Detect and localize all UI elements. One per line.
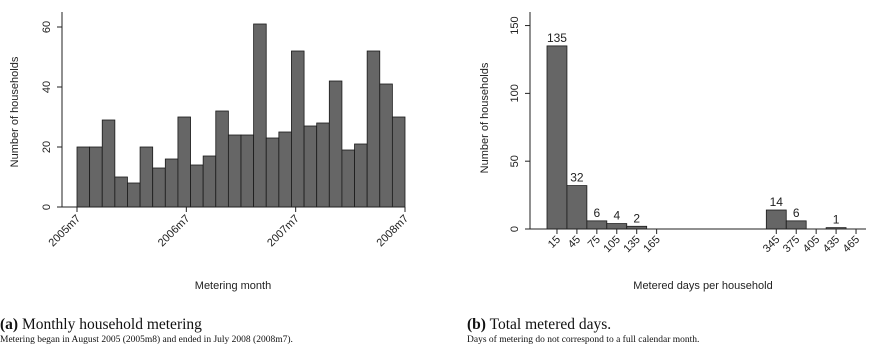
chart-b-data-label: 4 [613,209,620,223]
chart-a-caption-title: Monthly household metering [21,316,202,333]
chart-b-bar [546,45,568,230]
chart-a-bar [316,122,330,208]
chart-a-bar [101,119,116,208]
chart-b-x-tick-label: 405 [801,234,822,255]
chart-b-x-axis-label: Metered days per household [633,280,772,292]
chart-b-x-tick-label: 345 [761,234,782,255]
chart-b-data-label: 32 [570,171,584,185]
chart-b-bar [566,185,588,230]
chart-a-bar [202,155,217,208]
chart-b-y-tick-label: 100 [509,84,521,102]
chart-a-x-axis-label: Metering month [195,280,271,292]
chart-b-bar [586,220,608,230]
chart-a-bar [190,164,204,208]
chart-a-caption: (a) Monthly household metering Metering … [0,316,293,346]
chart-a-bar [303,125,318,208]
chart-a-caption-note: Metering began in August 2005 (2005m8) a… [0,335,293,345]
chart-a-y-tick-label: 0 [41,204,53,210]
chart-a-bar [278,131,292,208]
chart-a-bar [265,137,280,208]
chart-b-data-label: 135 [547,31,567,45]
chart-b-data-label: 6 [793,206,800,220]
chart-a-bar [391,116,406,208]
chart-a-bar [379,83,393,208]
chart-a-x-tick-label: 2006m7 [156,213,193,250]
chart-b-data-label: 2 [633,211,640,225]
chart-a-x-tick-label: 2007m7 [265,213,302,250]
chart-a-bar [328,80,343,208]
chart-a-y-tick-label: 60 [41,21,53,33]
chart-b-caption-label: (b) [467,316,486,333]
chart-a-bar [164,158,179,208]
chart-b-x-tick-label: 375 [781,234,802,255]
chart-b-x-tick-label: 105 [601,234,622,255]
chart-a-bar [114,176,128,208]
chart-a-bar [76,146,91,208]
chart-a-bar [139,146,154,208]
chart-a-bars [76,23,406,208]
chart-b-bar [765,209,787,230]
chart-a-x-tick-label: 2008m7 [375,213,412,250]
chart-a-bar [152,167,166,208]
chart-b-caption: (b) Total metered days. Days of metering… [467,316,699,346]
chart-b-y-tick-label: 0 [509,226,521,232]
chart-b-bar [785,220,807,230]
chart-b-x-tick-label: 75 [586,234,603,251]
chart-b-data-label: 6 [594,206,601,220]
chart-a-y-tick-label: 20 [41,141,53,153]
chart-a-bar [127,182,141,208]
chart-a-y-axis-label: Number of households [9,56,21,167]
chart-b-x-tick-label: 15 [546,234,563,251]
chart-a-bar [240,134,255,208]
chart-a-bar [215,110,229,208]
chart-b-caption-title: Total metered days. [489,316,612,333]
chart-a-bar [177,116,191,208]
chart-a-bar [354,143,368,208]
chart-b-data-label: 1 [833,213,840,227]
chart-a-y-tick-label: 40 [41,81,53,93]
chart-a-bar [366,50,381,208]
chart-a-bar [89,146,103,208]
chart-b-caption-note: Days of metering do not correspond to a … [467,335,700,345]
chart-a-bar [227,134,242,208]
chart-a-x-tick-label: 2005m7 [47,213,84,250]
chart-a-bar [291,50,305,208]
chart-b-x-tick-label: 465 [841,234,862,255]
chart-b-y-axis-label: Number of households [479,62,491,173]
chart-a-bar [253,23,267,208]
chart-b-x-tick-label: 435 [821,234,842,255]
chart-b-x-tick-label: 135 [621,234,642,255]
chart-b-data-label: 14 [770,195,784,209]
chart-a-bar [341,149,355,208]
chart-b-y-tick-label: 50 [509,155,521,167]
chart-b-bar [606,223,628,230]
chart-b-y-tick-label: 150 [509,16,521,34]
chart-a-caption-label: (a) [0,316,19,333]
chart-b-x-tick-label: 165 [641,234,662,255]
chart-b-x-tick-label: 45 [566,234,583,251]
